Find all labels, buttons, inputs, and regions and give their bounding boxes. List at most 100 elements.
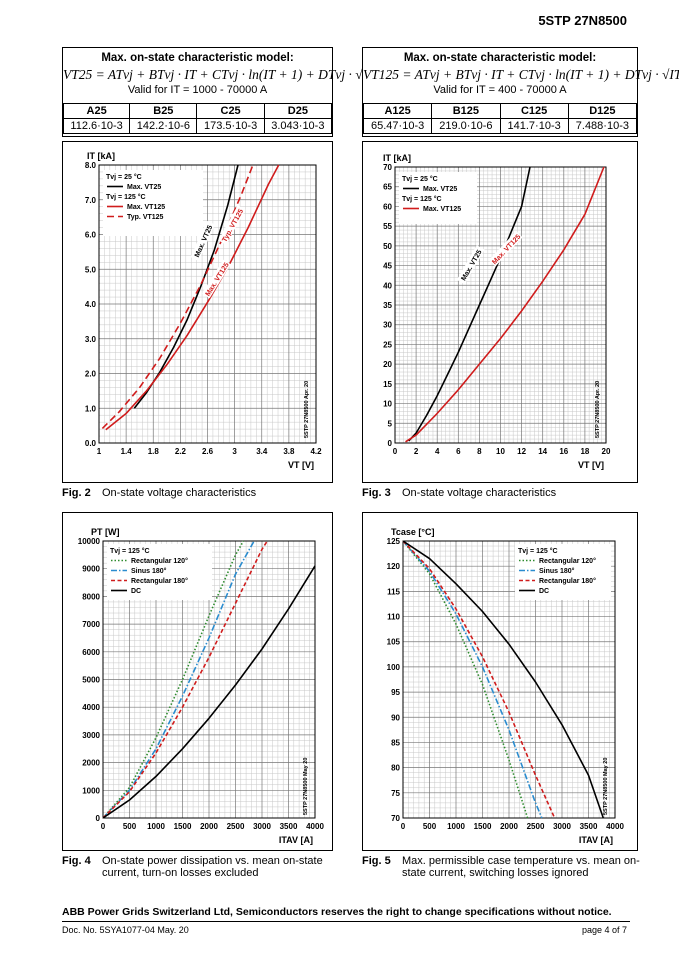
- caption-text: On-state voltage characteristics: [402, 487, 557, 499]
- legend-box: [399, 172, 477, 224]
- y-tick-label: 35: [383, 301, 392, 310]
- legend-header: Tvj = 125 °C: [518, 547, 558, 555]
- chart-box-fig2: 1 1.4 1.8 2.2 2.6 3 3.4 3.8 4.2 0.0 1.0 2.0 3.0 4.0 5.…: [62, 141, 333, 483]
- y-tick-label: 5.0: [85, 265, 97, 274]
- x-tick-label: 3.8: [283, 447, 295, 456]
- y-tick-label: 65: [383, 183, 392, 192]
- caption-label: Fig. 4: [62, 855, 91, 867]
- series-line-max-vt125: [405, 166, 605, 443]
- y-tick-label: 7.0: [85, 196, 97, 205]
- y-tick-label: 10000: [78, 537, 101, 546]
- formula-rhs: = ATvj + BTvj · IT + CTvj · ln(IT + 1) +…: [402, 67, 679, 82]
- chart-box-fig3: 0 2 4 6 8 10 12 14 16 18 20 0 5 10 15 20 25 30 35 40 45 50 55 6…: [362, 141, 638, 483]
- x-tick-label: 6: [456, 447, 461, 456]
- footer-page: page 4 of 7: [581, 925, 627, 935]
- coef-value: 142.2·10-6: [129, 118, 198, 134]
- plot-frame: [402, 540, 616, 819]
- y-tick-label: 2000: [82, 759, 100, 768]
- y-tick-label: 60: [383, 202, 392, 211]
- y-tick-label: 4.0: [85, 300, 97, 309]
- caption-fig5: Fig. 5 Max. permissible case temperature …: [362, 855, 642, 879]
- x-axis-label: ITAV [A]: [579, 835, 613, 845]
- y-tick-label: 5: [388, 419, 393, 428]
- y-tick-label: 1.0: [85, 404, 97, 413]
- annotation-bg: [201, 259, 231, 299]
- x-tick-label: 2000: [500, 822, 518, 831]
- model-title: Max. on-state characteristic model:: [101, 52, 294, 64]
- legend-label: DC: [539, 588, 549, 595]
- x-axis-label: VT [V]: [288, 460, 314, 470]
- coef-header: D25: [263, 103, 333, 119]
- series-line-rectangular-180-: [102, 540, 268, 819]
- y-tick-label: 1000: [82, 786, 100, 795]
- legend-header: Tvj = 125 °C: [106, 193, 146, 201]
- x-tick-label: 4.2: [310, 447, 322, 456]
- x-tick-label: 1000: [447, 822, 465, 831]
- y-tick-label: 10: [383, 400, 392, 409]
- y-tick-label: 2.0: [85, 370, 97, 379]
- y-tick-label: 0: [388, 439, 393, 448]
- x-tick-label: 4000: [306, 822, 324, 831]
- plot-frame: [394, 166, 607, 444]
- x-tick-label: 0: [393, 447, 398, 456]
- x-tick-label: 0: [401, 822, 406, 831]
- legend-box: [103, 170, 203, 236]
- formula-lhs: VT125: [363, 67, 400, 82]
- x-tick-label: 18: [580, 447, 589, 456]
- x-tick-label: 1500: [474, 822, 492, 831]
- x-tick-label: 500: [123, 822, 137, 831]
- y-tick-label: 90: [391, 713, 400, 722]
- model-valid-range: Valid for IT = 1000 - 70000 A: [127, 84, 268, 96]
- y-tick-label: 15: [383, 380, 392, 389]
- coef-value: 112.6·10-3: [62, 118, 131, 134]
- y-tick-label: 110: [387, 613, 400, 622]
- y-tick-label: 5000: [82, 676, 100, 685]
- watermark-text: 5STP 27N8500 May 20: [303, 758, 309, 815]
- chart-fig4: 0 500 1000 1500 2000 2500 3000 3500 4000 0 1000 200…: [78, 527, 325, 845]
- x-tick-label: 8: [477, 447, 482, 456]
- x-tick-label: 1000: [147, 822, 165, 831]
- legend-label: Sinus 180°: [131, 567, 167, 575]
- caption-fig3: Fig. 3 On-state voltage characteristics: [362, 487, 637, 499]
- chart-fig3: 0 2 4 6 8 10 12 14 16 18 20 0 5 10 15 20 25 30 35 40 45 50 55 6…: [383, 153, 611, 470]
- x-tick-label: 1500: [174, 822, 192, 831]
- coef-header: B25: [129, 103, 198, 119]
- legend-header: Tvj = 25 °C: [106, 173, 142, 181]
- y-tick-label: 6000: [82, 648, 100, 657]
- series-line-dc: [102, 565, 316, 819]
- caption-fig2: Fig. 2 On-state voltage characteristics: [62, 487, 332, 499]
- x-tick-label: 3000: [553, 822, 571, 831]
- x-tick-label: 20: [602, 447, 611, 456]
- caption-text: On-state power dissipation vs. mean on-s…: [102, 855, 323, 879]
- coef-value: 141.7·10-3: [499, 118, 569, 134]
- series-line-max-vt125: [105, 164, 280, 431]
- y-tick-label: 95: [391, 688, 400, 697]
- x-tick-label: 3.4: [256, 447, 268, 456]
- y-tick-label: 8000: [82, 592, 100, 601]
- series-line-sinus-180-: [402, 540, 543, 819]
- x-tick-label: 10: [496, 447, 505, 456]
- coef-header: C25: [196, 103, 265, 119]
- caption-label: Fig. 2: [62, 487, 91, 499]
- coef-table-125: A125 B125 C125 D125 65.47·10-3 219.0·10-…: [362, 103, 638, 134]
- y-tick-label: 40: [383, 281, 392, 290]
- series-line-max-vt25: [408, 166, 531, 442]
- coef-header: A25: [62, 103, 131, 119]
- series-line-sinus-180-: [102, 540, 255, 819]
- y-tick-label: 80: [391, 764, 400, 773]
- legend-label: Max. VT25: [127, 184, 161, 191]
- plot-frame: [98, 164, 317, 444]
- model-title: Max. on-state characteristic model:: [403, 52, 597, 64]
- caption-label: Fig. 5: [362, 855, 391, 867]
- legend-label: Rectangular 120°: [539, 557, 596, 565]
- legend-label: Max. VT125: [423, 206, 461, 213]
- model-box-125: Max. on-state characteristic model: VT12…: [362, 47, 679, 137]
- annotation-bg: [190, 220, 215, 261]
- y-tick-label: 3000: [82, 731, 100, 740]
- y-tick-label: 100: [387, 663, 401, 672]
- y-tick-label: 85: [391, 738, 400, 747]
- y-tick-label: 0.0: [85, 439, 97, 448]
- y-tick-label: 6.0: [85, 231, 97, 240]
- y-tick-label: 70: [391, 814, 400, 823]
- coef-value: 3.043·10-3: [263, 118, 333, 134]
